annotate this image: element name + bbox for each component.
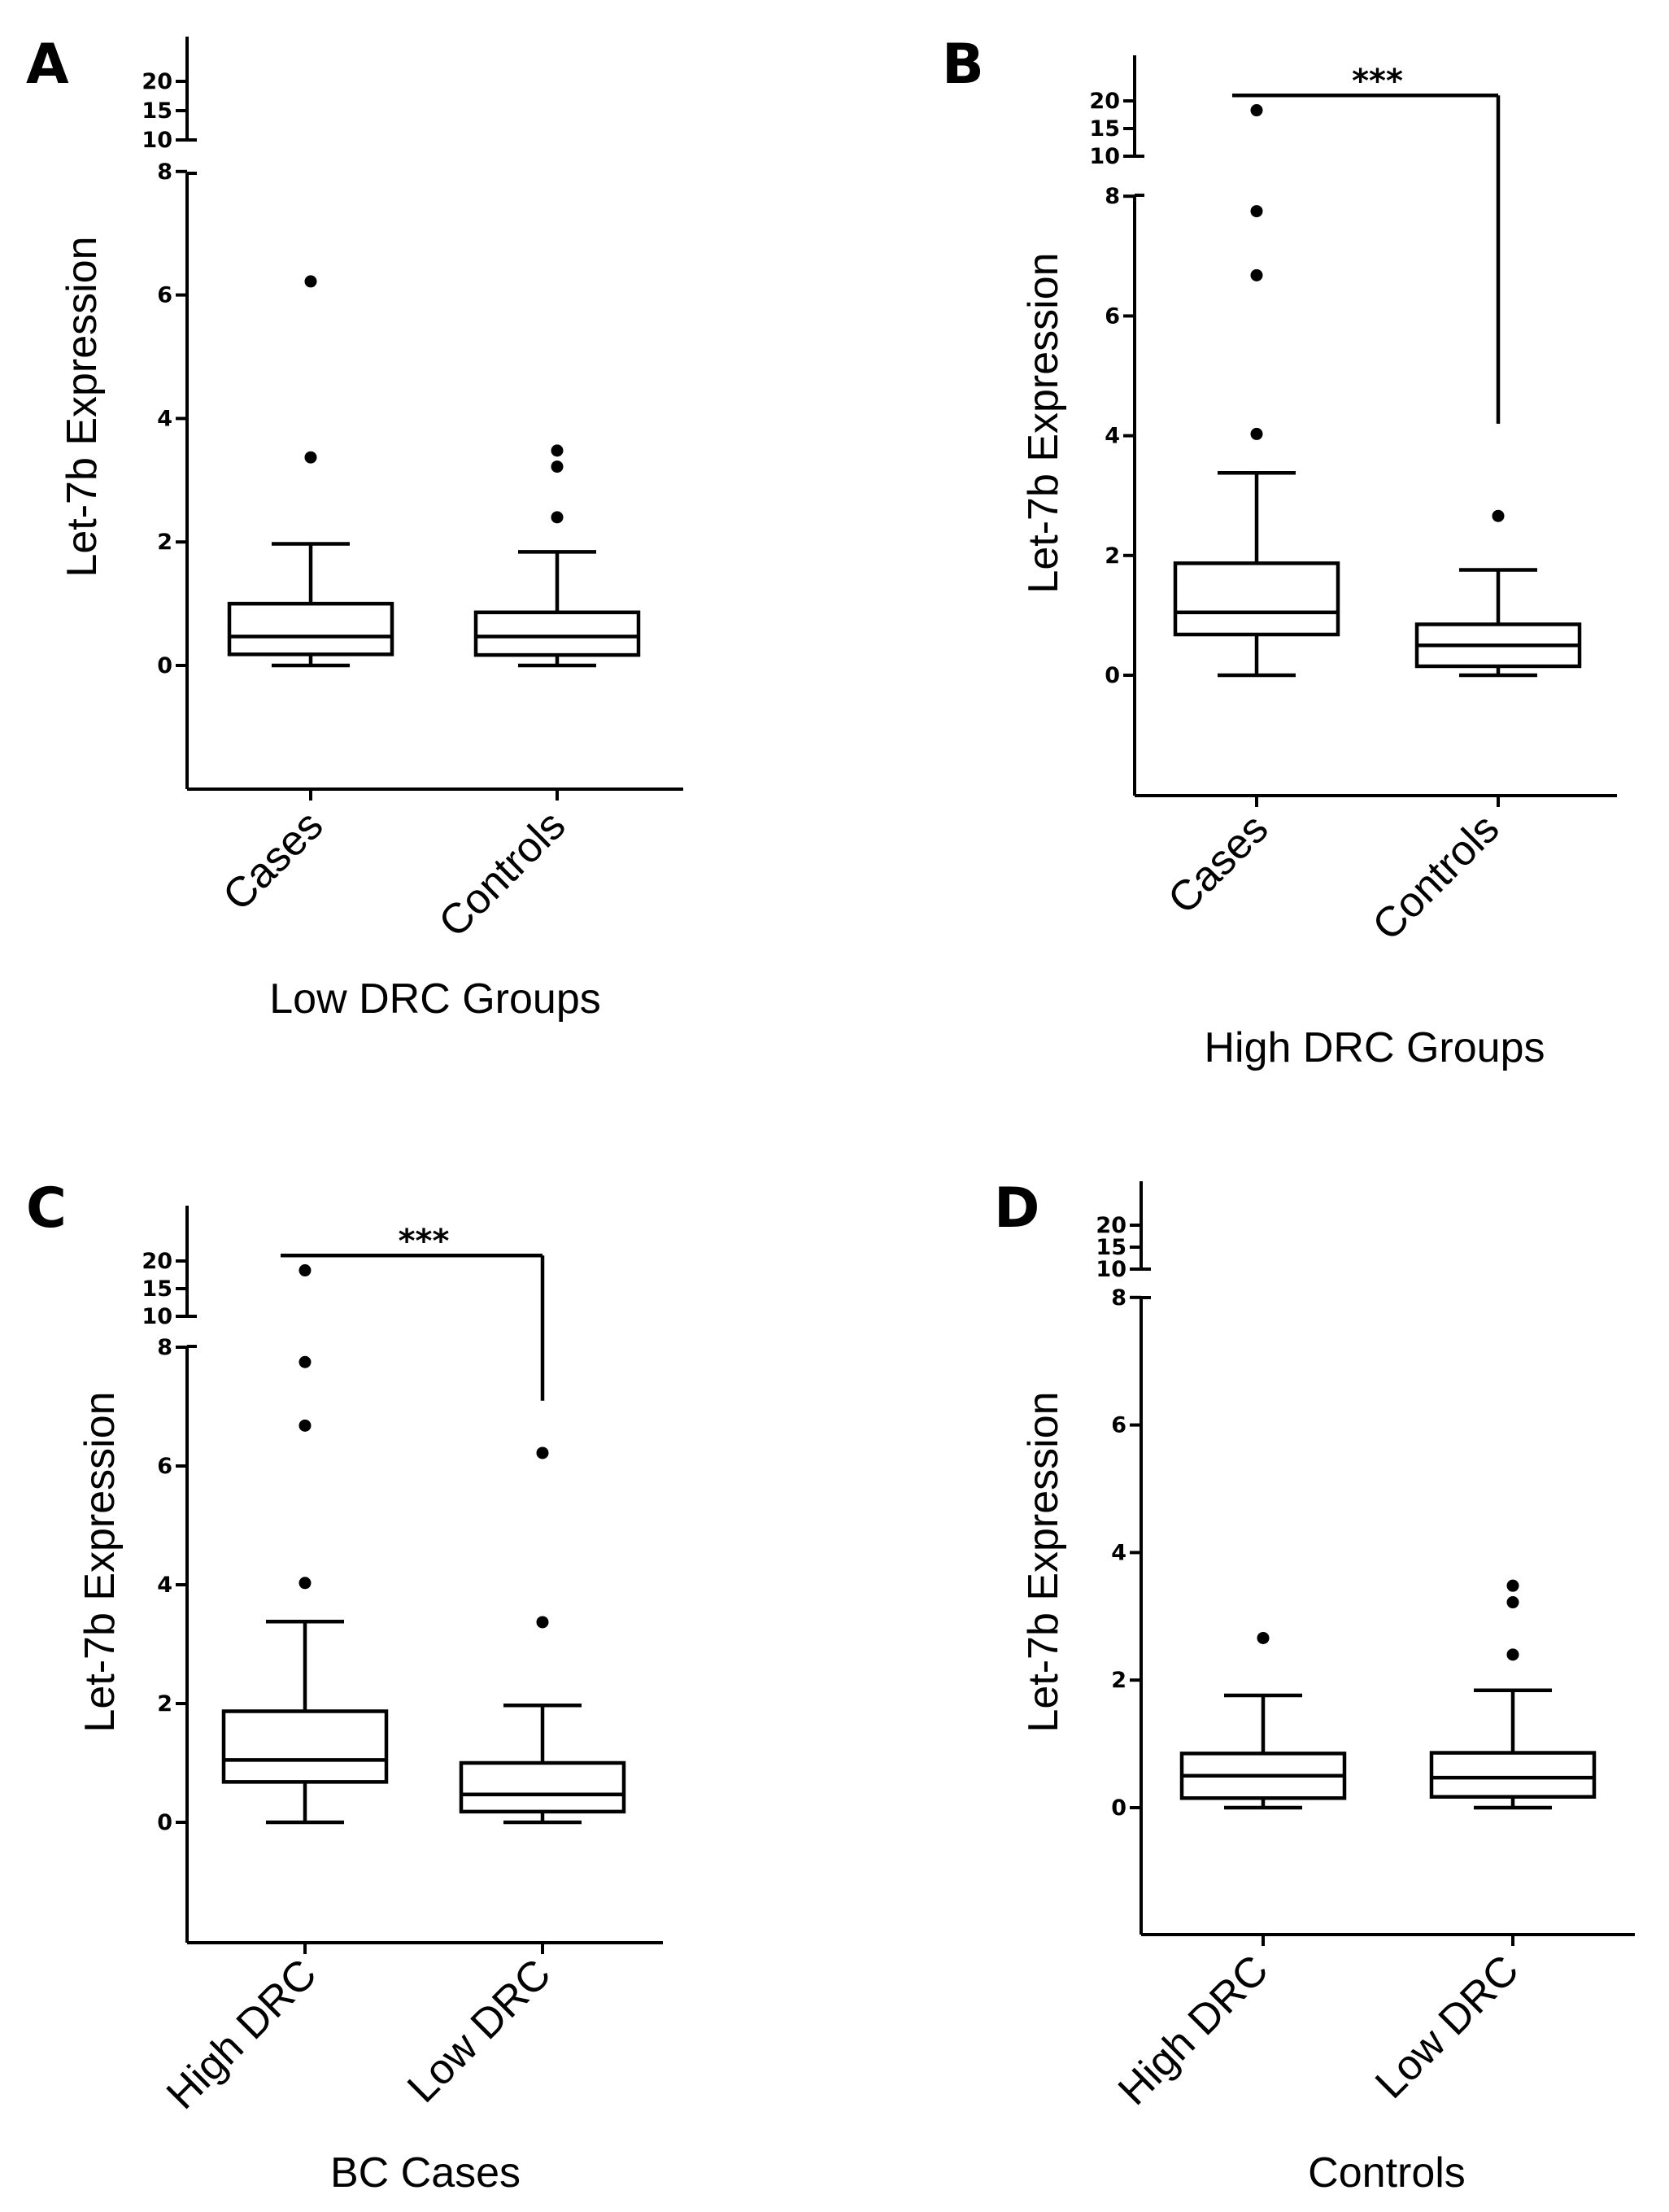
- y-tick-label: 20: [142, 69, 172, 94]
- box-low-drc: [459, 1446, 626, 1825]
- y-tick-label: 8: [1105, 184, 1120, 209]
- outlier-point: [1250, 205, 1263, 218]
- y-tick-label: 8: [1111, 1285, 1126, 1311]
- outlier-point: [536, 1446, 549, 1459]
- outlier-point: [551, 444, 564, 457]
- y-tick-label: 10: [142, 1304, 172, 1329]
- y-tick-label: 6: [157, 283, 172, 308]
- iqr-box: [459, 1760, 626, 1814]
- y-axis-label: Let-7b Expression: [1020, 252, 1067, 593]
- y-tick-label: 0: [157, 653, 172, 678]
- y-axis-label: Let-7b Expression: [76, 1391, 124, 1732]
- y-tick-label: 20: [1089, 89, 1120, 114]
- outlier-point: [551, 460, 564, 473]
- y-tick-label: 10: [1096, 1257, 1126, 1282]
- iqr-box: [221, 1709, 389, 1784]
- y-tick-label: 20: [142, 1249, 172, 1274]
- outlier-point: [1506, 1648, 1519, 1661]
- outlier-point: [1492, 509, 1505, 522]
- x-axis-label: High DRC Groups: [1204, 1024, 1545, 1071]
- y-tick-label: 10: [142, 128, 172, 153]
- y-tick-label: 15: [142, 98, 172, 124]
- outlier-point: [1250, 268, 1263, 281]
- y-tick-label: 4: [1111, 1540, 1126, 1565]
- y-tick-label: 8: [157, 159, 172, 185]
- significance-label: ***: [1352, 63, 1403, 100]
- outlier-point: [1250, 104, 1263, 117]
- y-tick-label: 2: [157, 530, 172, 555]
- box-controls: [473, 444, 641, 668]
- iqr-box: [473, 610, 641, 657]
- box-cases: [1173, 104, 1340, 678]
- y-tick-label: 2: [1111, 1668, 1126, 1693]
- outlier-point: [1250, 427, 1263, 440]
- panel-letter: A: [26, 33, 69, 97]
- y-tick-label: 0: [1111, 1795, 1126, 1821]
- iqr-box: [227, 601, 394, 657]
- y-tick-label: 8: [157, 1335, 172, 1360]
- iqr-box: [1173, 561, 1340, 637]
- outlier-point: [299, 1419, 312, 1432]
- box-high-drc: [221, 1264, 389, 1825]
- y-tick-label: 4: [157, 406, 172, 431]
- outlier-point: [1506, 1596, 1519, 1609]
- panel-letter: D: [994, 1176, 1039, 1241]
- outlier-point: [1506, 1579, 1519, 1592]
- x-axis-label: Controls: [1308, 2149, 1466, 2197]
- x-axis-label: Low DRC Groups: [269, 975, 600, 1023]
- y-tick-label: 2: [1105, 543, 1120, 569]
- iqr-box: [1429, 1751, 1597, 1799]
- panel-letter: C: [26, 1176, 67, 1241]
- y-tick-label: 4: [157, 1573, 172, 1598]
- y-tick-label: 15: [1096, 1235, 1126, 1260]
- y-tick-label: 6: [1105, 303, 1120, 329]
- outlier-point: [536, 1616, 549, 1629]
- outlier-point: [551, 511, 564, 524]
- significance-label: ***: [399, 1223, 450, 1260]
- y-tick-label: 15: [142, 1276, 172, 1302]
- outlier-point: [304, 451, 317, 464]
- y-tick-label: 10: [1089, 144, 1120, 169]
- y-tick-label: 0: [157, 1810, 172, 1835]
- box-low-drc: [1429, 1579, 1597, 1810]
- y-tick-label: 0: [1105, 663, 1120, 688]
- y-tick-label: 2: [157, 1691, 172, 1717]
- box-high-drc: [1179, 1631, 1347, 1810]
- y-tick-label: 6: [157, 1454, 172, 1479]
- outlier-point: [299, 1355, 312, 1368]
- x-axis-label: BC Cases: [330, 2149, 521, 2197]
- y-tick-label: 20: [1096, 1213, 1126, 1238]
- y-tick-label: 15: [1089, 116, 1120, 142]
- y-tick-label: 4: [1105, 424, 1120, 449]
- y-axis-label: Let-7b Expression: [59, 236, 106, 577]
- y-axis-label: Let-7b Expression: [1020, 1391, 1067, 1732]
- panel-letter: B: [942, 33, 984, 97]
- outlier-point: [1257, 1631, 1270, 1644]
- box-controls: [1414, 509, 1582, 678]
- outlier-point: [299, 1577, 312, 1590]
- outlier-point: [304, 275, 317, 288]
- y-tick-label: 6: [1111, 1413, 1126, 1438]
- box-cases: [227, 275, 394, 668]
- outlier-point: [299, 1264, 312, 1277]
